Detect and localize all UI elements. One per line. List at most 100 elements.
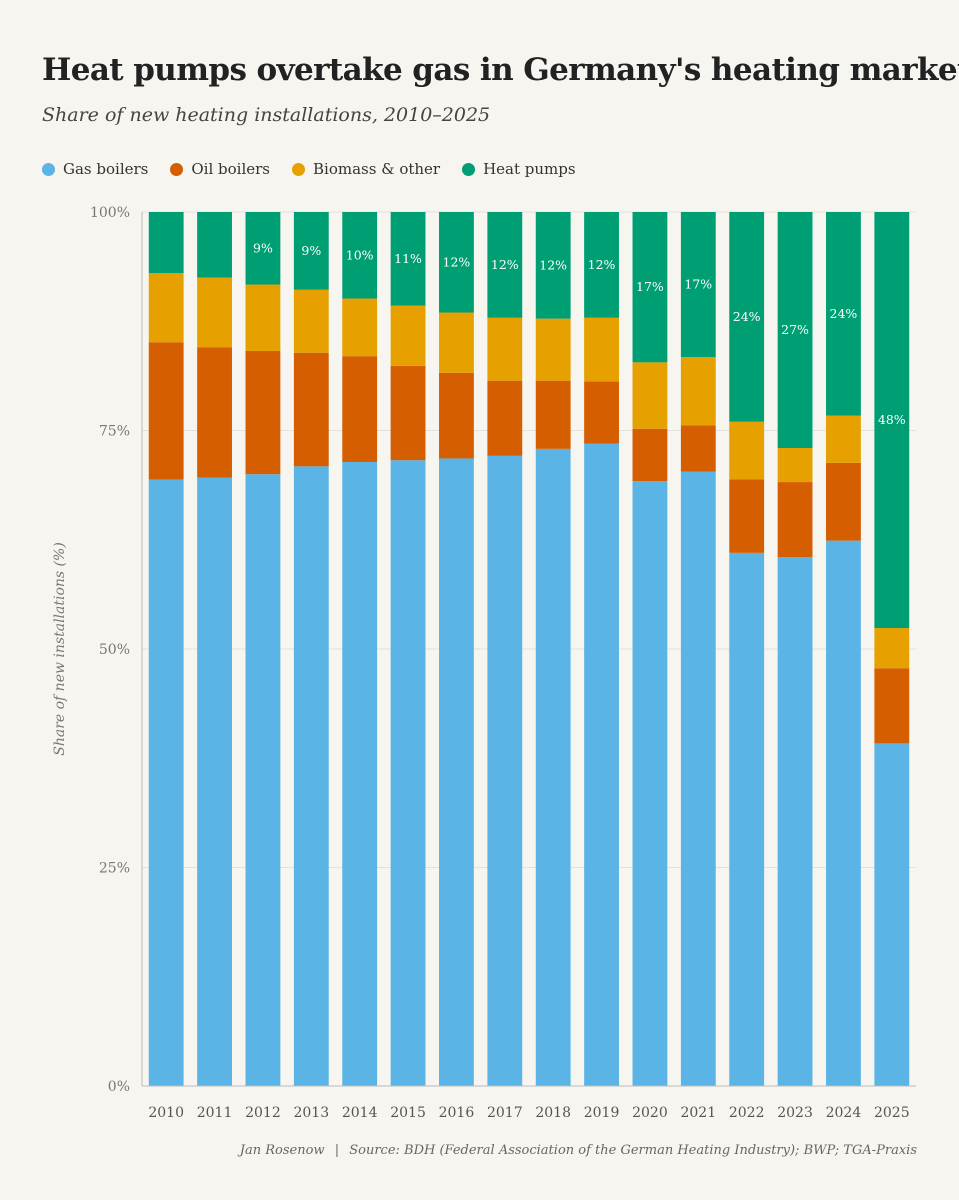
legend-item-heat-pumps: Heat pumps bbox=[462, 160, 576, 178]
bar-oil-boilers-2010 bbox=[148, 342, 184, 480]
bar-gas-boilers-2015 bbox=[390, 460, 426, 1086]
bar-oil-boilers-2021 bbox=[680, 425, 716, 472]
bar-heat-pumps-2011 bbox=[197, 212, 232, 278]
data-label-heat-pumps-2024: 24% bbox=[830, 306, 858, 321]
x-tick-label-2013: 2013 bbox=[293, 1105, 329, 1121]
footer-separator: | bbox=[334, 1143, 340, 1158]
axes: 0% 25% 50% 75% 100% 2010 2011 2012 2013 2014 2015 2… bbox=[90, 205, 916, 1121]
bar-gas-boilers-2021 bbox=[680, 471, 716, 1086]
legend-item-biomass-other: Biomass & other bbox=[292, 160, 440, 178]
x-tick-label-2022: 2022 bbox=[729, 1105, 765, 1121]
bar-oil-boilers-2013 bbox=[293, 352, 329, 467]
chart-title: Heat pumps overtake gas in Germany's hea… bbox=[42, 52, 959, 88]
bars bbox=[148, 212, 910, 1087]
bar-oil-boilers-2024 bbox=[826, 462, 861, 541]
x-tick-label-2025: 2025 bbox=[874, 1105, 910, 1121]
data-label-heat-pumps-2012: 9% bbox=[253, 240, 273, 255]
data-label-heat-pumps-2014: 10% bbox=[346, 247, 374, 262]
bar-biomass-other-2017 bbox=[487, 317, 523, 381]
bar-biomass-other-2020 bbox=[632, 362, 668, 429]
data-label-heat-pumps-2023: 27% bbox=[781, 322, 809, 337]
bar-oil-boilers-2016 bbox=[439, 372, 474, 459]
bar-heat-pumps-2020 bbox=[632, 212, 668, 363]
legend-swatch-biomass-other bbox=[292, 162, 306, 176]
bar-oil-boilers-2014 bbox=[342, 356, 378, 462]
footer: Jan Rosenow | Source: BDH (Federal Assoc… bbox=[240, 1143, 917, 1158]
bar-heat-pumps-2016 bbox=[439, 212, 474, 313]
legend-label-oil-boilers: Oil boilers bbox=[191, 160, 271, 178]
data-label-heat-pumps-2013: 9% bbox=[301, 243, 321, 258]
bar-heat-pumps-2022 bbox=[729, 212, 765, 422]
bar-biomass-other-2013 bbox=[293, 289, 329, 353]
bar-heat-pumps-2018 bbox=[535, 212, 571, 319]
y-tick-label: 50% bbox=[99, 642, 130, 658]
bar-gas-boilers-2022 bbox=[729, 552, 765, 1086]
bar-heat-pumps-2017 bbox=[487, 212, 523, 318]
x-tick-label-2010: 2010 bbox=[148, 1105, 184, 1121]
bar-biomass-other-2024 bbox=[826, 415, 861, 463]
y-tick-label: 25% bbox=[99, 861, 130, 877]
bar-oil-boilers-2019 bbox=[584, 381, 619, 444]
legend-item-oil-boilers: Oil boilers bbox=[170, 160, 270, 178]
data-label-heat-pumps-2019: 12% bbox=[588, 257, 616, 272]
legend-label-gas-boilers: Gas boilers bbox=[63, 160, 149, 178]
data-labels: 9% 9% 10% 11% 12% 12% 12% 12% 17% 17% 24% 27% 24% 48% bbox=[253, 240, 906, 427]
x-tick-label-2011: 2011 bbox=[197, 1105, 233, 1121]
legend: Gas boilers Oil boilers Biomass & other … bbox=[42, 160, 576, 178]
data-label-heat-pumps-2020: 17% bbox=[636, 279, 664, 294]
bar-oil-boilers-2025 bbox=[874, 668, 910, 744]
x-tick-label-2014: 2014 bbox=[342, 1105, 378, 1121]
x-tick-label-2020: 2020 bbox=[632, 1105, 668, 1121]
bar-oil-boilers-2012 bbox=[245, 350, 281, 475]
bar-biomass-other-2019 bbox=[584, 317, 619, 382]
y-tick-label: 0% bbox=[108, 1079, 130, 1095]
bar-biomass-other-2015 bbox=[390, 305, 426, 366]
bar-heat-pumps-2015 bbox=[390, 212, 426, 306]
bar-biomass-other-2011 bbox=[197, 277, 232, 348]
bar-heat-pumps-2024 bbox=[826, 212, 861, 416]
data-label-heat-pumps-2016: 12% bbox=[443, 254, 471, 269]
x-tick-label-2021: 2021 bbox=[680, 1105, 716, 1121]
bar-heat-pumps-2013 bbox=[293, 212, 329, 290]
bar-biomass-other-2023 bbox=[777, 447, 813, 483]
data-label-heat-pumps-2022: 24% bbox=[733, 309, 761, 324]
bar-heat-pumps-2021 bbox=[680, 212, 716, 358]
bar-biomass-other-2021 bbox=[680, 357, 716, 426]
y-axis-label: Share of new installations (%) bbox=[52, 542, 68, 756]
y-tick-label: 100% bbox=[90, 205, 130, 221]
bar-biomass-other-2025 bbox=[874, 628, 910, 669]
bar-heat-pumps-2025 bbox=[874, 212, 910, 629]
bar-oil-boilers-2015 bbox=[390, 365, 426, 461]
bar-oil-boilers-2023 bbox=[777, 482, 813, 558]
bar-gas-boilers-2024 bbox=[826, 540, 861, 1086]
footer-author: Jan Rosenow bbox=[239, 1143, 325, 1158]
bar-gas-boilers-2017 bbox=[487, 455, 523, 1086]
data-label-heat-pumps-2018: 12% bbox=[539, 257, 567, 272]
chart-subtitle: Share of new heating installations, 2010… bbox=[42, 104, 491, 126]
bar-oil-boilers-2022 bbox=[729, 479, 765, 553]
legend-swatch-oil-boilers bbox=[170, 162, 184, 176]
x-tick-label-2015: 2015 bbox=[390, 1105, 426, 1121]
bar-gas-boilers-2025 bbox=[874, 743, 910, 1086]
bar-oil-boilers-2017 bbox=[487, 380, 523, 456]
bar-gas-boilers-2023 bbox=[777, 557, 813, 1086]
legend-label-biomass-other: Biomass & other bbox=[313, 160, 441, 178]
legend-item-gas-boilers: Gas boilers bbox=[42, 160, 148, 178]
footer-source: Source: BDH (Federal Association of the … bbox=[349, 1143, 917, 1158]
x-tick-label-2019: 2019 bbox=[584, 1105, 620, 1121]
data-label-heat-pumps-2021: 17% bbox=[684, 277, 712, 292]
x-tick-label-2012: 2012 bbox=[245, 1105, 281, 1121]
bar-gas-boilers-2014 bbox=[342, 461, 378, 1086]
bar-oil-boilers-2018 bbox=[535, 380, 571, 449]
bar-oil-boilers-2020 bbox=[632, 428, 668, 482]
bar-biomass-other-2010 bbox=[148, 273, 184, 343]
bar-gas-boilers-2016 bbox=[439, 458, 474, 1086]
bar-gas-boilers-2013 bbox=[293, 466, 329, 1087]
bar-gas-boilers-2010 bbox=[148, 479, 184, 1087]
bar-biomass-other-2016 bbox=[439, 312, 474, 373]
data-label-heat-pumps-2015: 11% bbox=[394, 251, 422, 266]
legend-swatch-gas-boilers bbox=[42, 162, 55, 176]
x-tick-label-2016: 2016 bbox=[439, 1105, 475, 1121]
x-tick-label-2024: 2024 bbox=[826, 1105, 862, 1121]
